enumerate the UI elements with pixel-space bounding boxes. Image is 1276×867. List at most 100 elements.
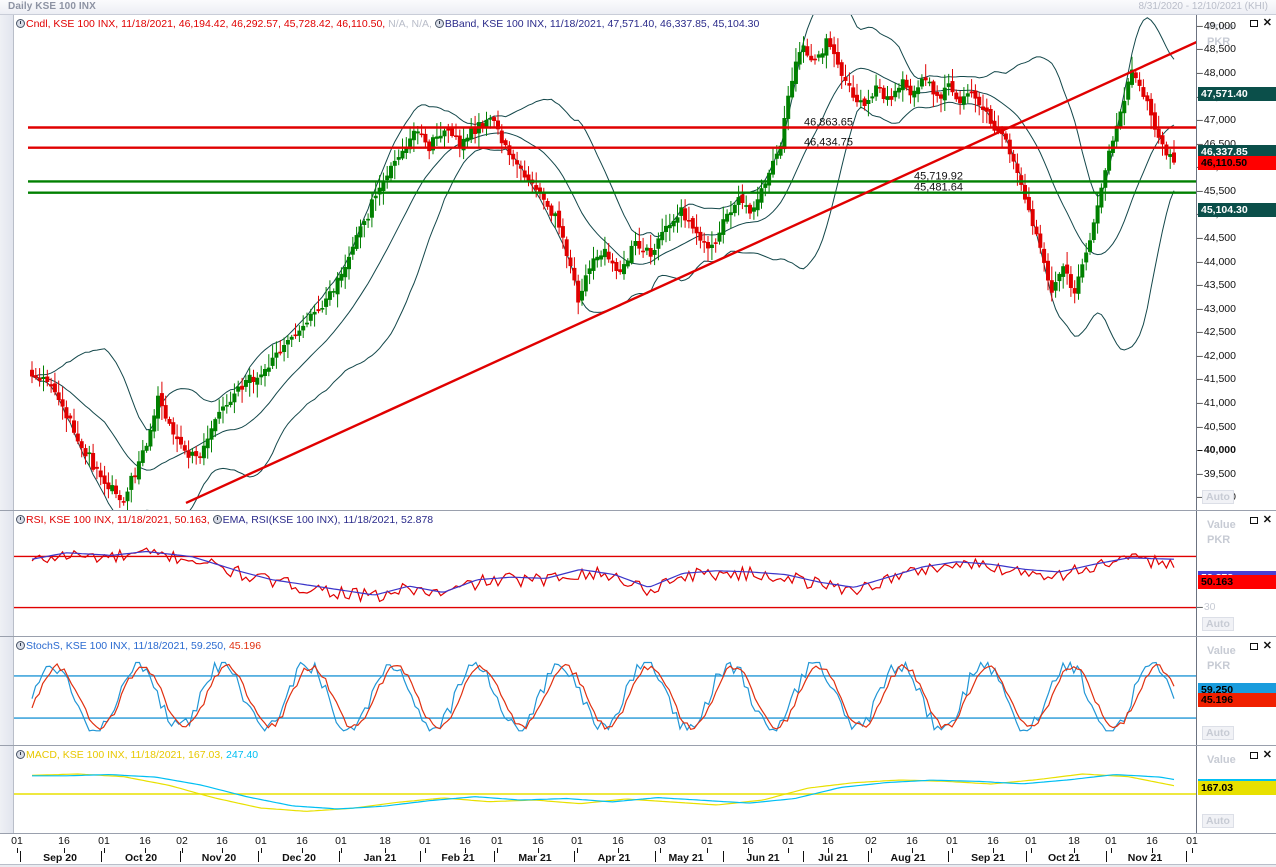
macd-plot-area[interactable] [14, 746, 1196, 833]
x-axis-tick [1111, 848, 1112, 853]
price-tick-39500: –39,500 [1197, 467, 1236, 480]
x-axis-month-label: Mar 21 [518, 852, 552, 864]
macd-pane: ✕ MACD, KSE 100 INX, 11/18/2021, 167.03,… [0, 746, 1276, 833]
price-tick-41500: –41,500 [1197, 373, 1236, 386]
x-axis-tick [952, 848, 953, 853]
x-axis-month-separator [723, 851, 724, 862]
x-axis-day-label: 16 [742, 835, 754, 847]
pane-divider[interactable] [0, 636, 1276, 637]
price-badge-last-price[interactable]: 46,110.50 [1198, 156, 1276, 170]
pane-divider[interactable] [0, 510, 1276, 511]
x-axis-tick [660, 848, 661, 853]
x-axis-tick [538, 848, 539, 853]
x-axis-day-label: 18 [1068, 835, 1080, 847]
x-axis-month-separator [339, 851, 340, 862]
stoch-badge-stoch-d-value[interactable]: 45.196 [1198, 693, 1276, 708]
x-axis-month-separator [868, 851, 869, 862]
macd-auto-scale-button[interactable]: Auto [1202, 814, 1234, 828]
x-axis-month-separator [1186, 851, 1187, 862]
x-axis-month-separator [948, 851, 949, 862]
clock-icon [434, 19, 444, 28]
date-range-label: 8/31/2020 - 12/10/2021 (KHI) [1138, 1, 1268, 12]
window-title: Daily KSE 100 INX [8, 1, 96, 12]
stoch-auto-scale-button[interactable]: Auto [1202, 726, 1234, 740]
x-axis-month-separator [420, 851, 421, 862]
x-axis-tick [707, 848, 708, 853]
rsi-badge-rsi-value[interactable]: 50.163 [1198, 574, 1276, 589]
price-plot-area[interactable]: 46,863.65 46,434.75 45,719.92 45,481.64 [14, 15, 1196, 510]
close-icon[interactable]: ✕ [1262, 17, 1272, 29]
maximize-icon[interactable] [1249, 643, 1258, 650]
x-axis-month-separator [20, 851, 21, 862]
clock-icon [212, 515, 222, 524]
stoch-scale-axis[interactable]: Value PKR 59.250 45.196 Auto [1196, 637, 1276, 745]
rsi-auto-scale-button[interactable]: Auto [1202, 617, 1234, 631]
stoch-plot-area[interactable] [14, 637, 1196, 745]
price-tick-45500: –45,500 [1197, 184, 1236, 197]
price-badge-bband-lower[interactable]: 45,104.30 [1198, 203, 1276, 218]
rsi-legend-text: RSI, KSE 100 INX, 11/18/2021, 50.163, [26, 514, 210, 526]
maximize-icon[interactable] [1249, 20, 1258, 27]
x-axis-day-label: 02 [865, 835, 877, 847]
clock-icon [16, 641, 25, 650]
rsi-pane-controls[interactable]: ✕ [1249, 514, 1272, 526]
rsi-plot-area[interactable] [14, 511, 1196, 636]
stochastic-pane: ✕ StochS, KSE 100 INX, 11/18/2021, 59.25… [0, 637, 1276, 745]
clock-icon [16, 515, 25, 524]
x-axis-month-separator [1026, 851, 1027, 862]
x-axis-tick [385, 848, 386, 853]
macd-badge-macd-value[interactable]: 167.03 [1198, 781, 1276, 796]
price-tick-40000: –40,000 [1197, 444, 1236, 457]
stoch-pane-controls[interactable]: ✕ [1249, 640, 1272, 652]
maximize-icon[interactable] [1249, 752, 1258, 759]
x-axis-day-label: 16 [532, 835, 544, 847]
x-axis-day-label: 16 [822, 835, 834, 847]
price-tick-42500: –42,500 [1197, 326, 1236, 339]
x-axis-day-label: 01 [491, 835, 503, 847]
x-axis-tick [871, 848, 872, 853]
close-icon[interactable]: ✕ [1262, 514, 1272, 526]
bollinger-upper-line [31, 15, 1175, 431]
trendline-uptrend[interactable] [185, 40, 1196, 505]
maximize-icon[interactable] [1249, 517, 1258, 524]
stoch-legend-text: StochS, KSE 100 INX, 11/18/2021, 59.250, [26, 640, 227, 652]
price-tick-48500: –48,500 [1197, 43, 1236, 56]
stoch-pane-gutter[interactable] [0, 637, 14, 745]
price-badge-bband-middle[interactable]: 46,337.85 [1198, 145, 1276, 160]
macd-pane-controls[interactable]: ✕ [1249, 749, 1272, 761]
x-axis-day-label: 16 [216, 835, 228, 847]
pane-divider[interactable] [0, 745, 1276, 746]
macd-legend: MACD, KSE 100 INX, 11/18/2021, 167.03, 2… [16, 749, 258, 762]
x-axis-day-label: 02 [176, 835, 188, 847]
price-badge-bband-upper[interactable]: 47,571.40 [1198, 87, 1276, 102]
x-axis-date-scale[interactable]: 01 16 01 16 02 16 01 16 01 18 01 16 01 16 01 16 03 01 16 01… [0, 833, 1276, 867]
price-pane-controls[interactable]: ✕ [1249, 17, 1272, 29]
bband-legend-text: BBand, KSE 100 INX, 11/18/2021, 47,571.4… [444, 18, 760, 30]
candlestick-series [29, 31, 1177, 510]
candle-legend-na: N/A, N/A, [385, 18, 432, 30]
x-axis-month-label: Dec 20 [282, 852, 316, 864]
price-scale-header-2: PKR [1207, 36, 1231, 48]
price-auto-scale-button[interactable]: Auto [1202, 490, 1234, 504]
price-pane-gutter[interactable] [0, 15, 14, 510]
x-axis-month-label: Oct 20 [124, 852, 158, 864]
close-icon[interactable]: ✕ [1262, 749, 1272, 761]
x-axis-tick [748, 848, 749, 853]
close-icon[interactable]: ✕ [1262, 640, 1272, 652]
x-axis-day-label: 01 [1186, 835, 1198, 847]
hline-label-support-2: 45,481.64 [914, 182, 963, 194]
price-tick-44000: –44,000 [1197, 255, 1236, 268]
macd-chart-svg [14, 773, 1196, 812]
rsi-rsi-line [31, 547, 1175, 604]
macd-pane-gutter[interactable] [0, 746, 14, 833]
bollinger-middle-line [31, 67, 1175, 471]
rsi-pane-gutter[interactable] [0, 511, 14, 636]
x-axis-tick [425, 848, 426, 853]
x-axis-tick [182, 848, 183, 853]
hline-label-resistance-2: 46,434.75 [804, 137, 853, 149]
price-scale-axis[interactable]: Price PKR –49,000–48,500–48,000–47,500–4… [1196, 15, 1276, 510]
x-axis-day-label: 16 [906, 835, 918, 847]
